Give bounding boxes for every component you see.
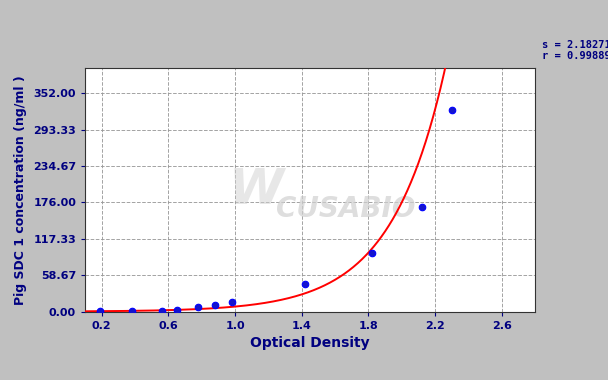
Point — [227, 299, 237, 305]
Text: W: W — [229, 166, 284, 214]
Point — [127, 308, 137, 314]
Point — [210, 302, 220, 308]
Point — [95, 308, 105, 314]
Point — [417, 204, 427, 211]
Point — [367, 250, 376, 256]
Text: s = 2.18271868
r = 0.99889137: s = 2.18271868 r = 0.99889137 — [542, 40, 608, 62]
Point — [157, 308, 167, 314]
Text: CUSABIO: CUSABIO — [276, 195, 416, 223]
Point — [447, 107, 457, 113]
Y-axis label: Pig SDC 1 concentration (ng/ml ): Pig SDC 1 concentration (ng/ml ) — [15, 75, 27, 305]
Point — [193, 304, 203, 310]
X-axis label: Optical Density: Optical Density — [250, 336, 370, 350]
Point — [172, 307, 182, 313]
Point — [300, 281, 310, 287]
